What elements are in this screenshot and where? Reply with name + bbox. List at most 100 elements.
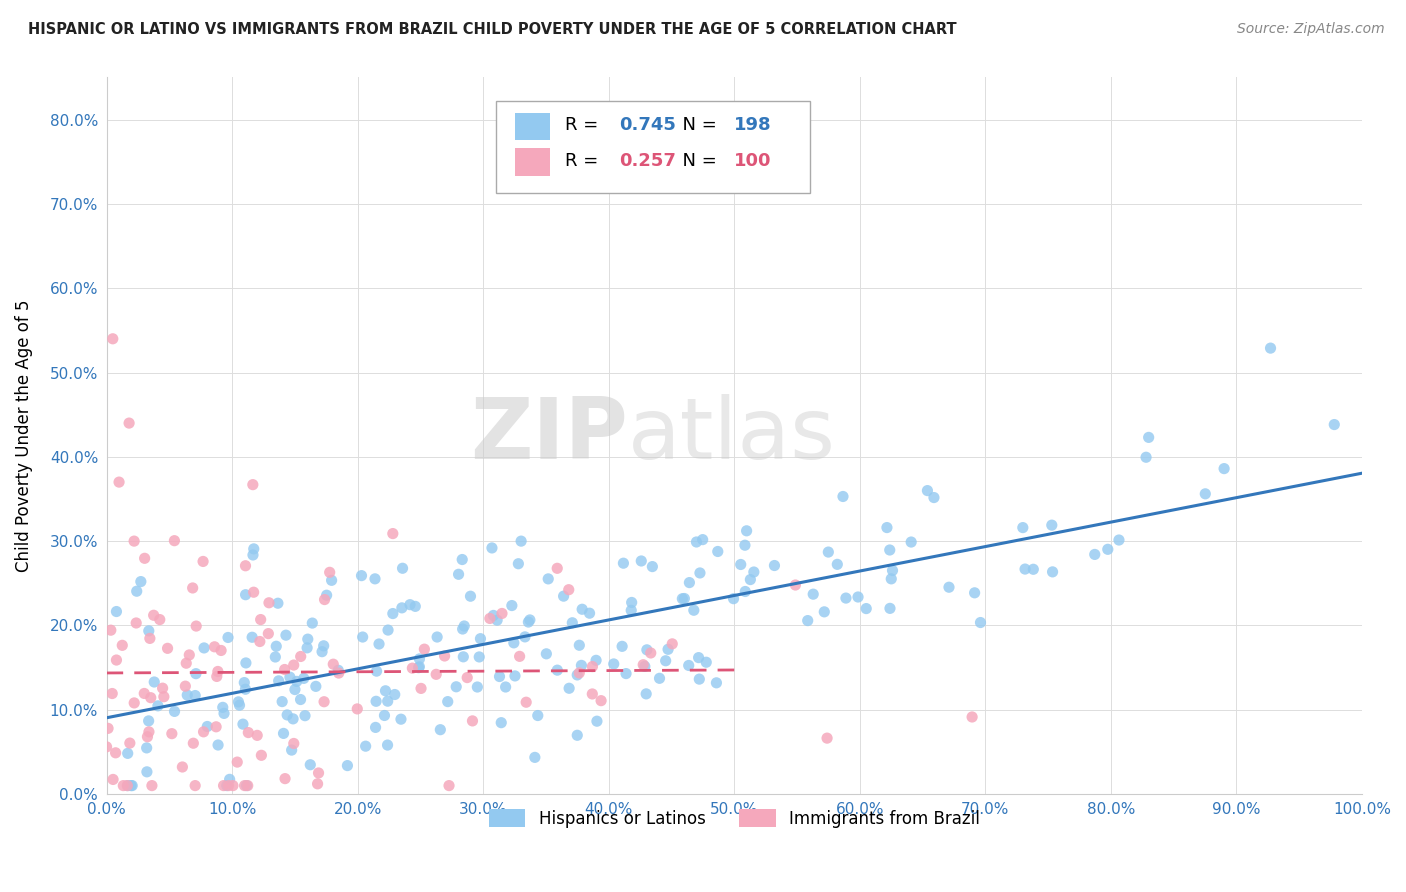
Point [581, 687, 603, 701]
Point [384, 688, 406, 702]
Point [226, 755, 249, 769]
Point [408, 652, 430, 666]
Point [1011, 520, 1033, 534]
Point [486, 613, 509, 627]
Point [207, 738, 229, 752]
Point [193, 640, 215, 655]
Legend: Hispanics or Latinos, Immigrants from Brazil: Hispanics or Latinos, Immigrants from Br… [482, 803, 987, 834]
Point [218, 779, 240, 793]
Point [235, 558, 257, 573]
Point [470, 632, 492, 646]
Point [118, 736, 141, 750]
Point [101, 772, 124, 787]
Point [796, 614, 818, 628]
Point [817, 545, 839, 559]
Point [143, 675, 166, 690]
Point [835, 591, 858, 605]
FancyBboxPatch shape [515, 112, 550, 140]
Point [495, 680, 517, 694]
Point [328, 666, 350, 681]
Point [184, 779, 207, 793]
Point [122, 534, 145, 549]
Point [142, 608, 165, 623]
Point [620, 595, 643, 609]
Point [671, 591, 693, 606]
Point [174, 657, 197, 671]
Point [578, 606, 600, 620]
Point [801, 587, 824, 601]
Point [183, 736, 205, 750]
Point [523, 750, 546, 764]
Y-axis label: Child Poverty Under the Age of 5: Child Poverty Under the Age of 5 [15, 300, 32, 572]
Point [478, 611, 501, 625]
Point [242, 477, 264, 491]
Point [657, 642, 679, 657]
Point [707, 544, 730, 558]
Point [184, 666, 207, 681]
Point [242, 541, 264, 556]
Point [283, 658, 305, 673]
Point [401, 661, 423, 675]
Point [307, 777, 329, 791]
Point [129, 574, 152, 589]
Point [688, 672, 710, 686]
Point [640, 646, 662, 660]
Point [429, 723, 451, 737]
Point [233, 675, 256, 690]
Point [138, 624, 160, 638]
Point [273, 663, 295, 677]
FancyBboxPatch shape [496, 101, 810, 193]
Point [763, 558, 786, 573]
Point [141, 779, 163, 793]
Point [274, 628, 297, 642]
Point [138, 714, 160, 728]
Point [205, 669, 228, 683]
Point [267, 673, 290, 688]
Point [186, 619, 208, 633]
Text: R =: R = [565, 152, 603, 169]
Point [461, 714, 484, 728]
Point [242, 585, 264, 599]
Point [963, 586, 986, 600]
Point [135, 764, 157, 779]
Point [105, 653, 128, 667]
Point [284, 682, 307, 697]
Point [603, 657, 626, 671]
Point [482, 608, 505, 623]
Point [1260, 341, 1282, 355]
Point [273, 726, 295, 740]
Point [969, 615, 991, 630]
Point [537, 572, 560, 586]
Point [389, 712, 412, 726]
Point [447, 567, 470, 582]
Point [631, 657, 654, 672]
Point [1014, 562, 1036, 576]
Point [290, 692, 312, 706]
Point [614, 666, 637, 681]
Point [501, 599, 523, 613]
Point [156, 641, 179, 656]
Point [508, 557, 530, 571]
Point [536, 647, 558, 661]
Point [232, 717, 254, 731]
Point [1213, 461, 1236, 475]
Point [172, 760, 194, 774]
Text: R =: R = [565, 116, 603, 134]
Point [612, 556, 634, 570]
Point [568, 665, 591, 680]
Point [299, 757, 322, 772]
Point [685, 535, 707, 549]
Point [917, 483, 939, 498]
Point [233, 779, 256, 793]
Point [264, 650, 287, 665]
Point [689, 566, 711, 580]
Point [228, 695, 250, 709]
Point [305, 679, 328, 693]
Point [678, 658, 700, 673]
Point [1194, 487, 1216, 501]
Point [1137, 430, 1160, 444]
Point [136, 730, 159, 744]
Point [281, 712, 304, 726]
Point [364, 720, 387, 734]
Point [879, 601, 901, 615]
